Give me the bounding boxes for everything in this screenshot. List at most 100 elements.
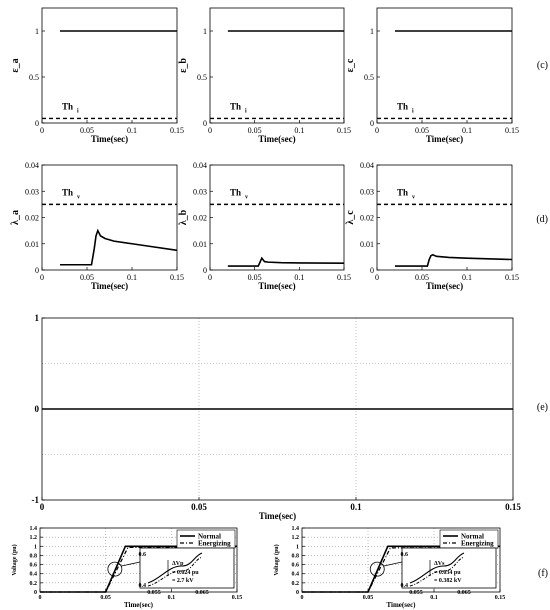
x-tick-label: 0.1 — [294, 126, 304, 135]
x-axis-label: Time(sec) — [426, 134, 463, 144]
threshold-label: Th — [62, 187, 73, 197]
y-tick-label: 0.8 — [292, 553, 300, 559]
plot-frame — [39, 527, 238, 593]
inset-x-label: 0.055 — [147, 590, 161, 596]
y-tick-label: 0 — [34, 590, 37, 596]
y-tick-label: 0.03 — [193, 187, 207, 196]
plot-frame — [376, 164, 513, 271]
y-tick-label: 0.02 — [193, 214, 207, 223]
x-tick-label: 0 — [375, 126, 379, 135]
y-tick-label: 0.4 — [292, 572, 300, 578]
chart-lc: 0 0.05 0.1 0.15 0 0.01 0.02 0.03 0.04 Time(sec) λ_… — [345, 161, 519, 291]
threshold-subscript: v — [77, 194, 80, 200]
inset-x-label: 0.065 — [195, 590, 209, 596]
inset-x-label: 0.055 — [409, 590, 423, 596]
panel-label: (f) — [538, 568, 548, 579]
inset-y-label: 0.4 — [139, 583, 147, 589]
threshold-label: Th — [62, 101, 73, 111]
legend-entry: Energizing — [461, 540, 494, 548]
panel-label: (d) — [536, 214, 548, 225]
x-tick-label: 0 — [375, 273, 379, 282]
y-tick-label: 0.6 — [30, 563, 38, 569]
inset-energizing-curve — [409, 556, 465, 587]
y-tick-label: 0.02 — [360, 214, 374, 223]
x-tick-label: 0 — [39, 595, 42, 601]
y-axis-label: Voltage (pu) — [11, 544, 18, 575]
x-tick-label: 0.05 — [100, 595, 111, 601]
legend-entry: Normal — [198, 533, 221, 541]
zoom-arrow — [120, 561, 141, 567]
series-line-main — [395, 253, 513, 267]
chart-la: 0 0.05 0.1 0.15 0 0.01 0.02 0.03 0.04 Time(sec) λ_… — [10, 161, 548, 291]
plot-frame — [376, 7, 513, 124]
x-tick-label: 0 — [208, 273, 212, 282]
inset-delta-label: ΔVp — [172, 561, 184, 567]
y-tick-label: 0 — [203, 119, 207, 128]
x-tick-label: 0 — [40, 502, 45, 512]
x-tick-label: 0.1 — [462, 273, 472, 282]
x-tick-label: 0.15 — [495, 595, 506, 601]
y-axis-label: ε_a — [10, 58, 21, 72]
x-tick-label: 0.1 — [350, 502, 362, 512]
x-tick-label: 0.15 — [505, 273, 519, 282]
inset-delta-pu: = 0.034 pu — [434, 570, 461, 576]
x-tick-label: 0 — [40, 126, 44, 135]
threshold-label: Th — [230, 187, 241, 197]
x-tick-label: 0.05 — [80, 126, 94, 135]
y-tick-label: 0.01 — [360, 240, 374, 249]
plot-frame — [41, 7, 178, 124]
x-tick-label: 0 — [301, 595, 304, 601]
x-axis-label: Time(sec) — [124, 601, 154, 609]
threshold-label: Th — [230, 101, 241, 111]
plot-frame — [41, 164, 178, 271]
plot-frame — [301, 527, 501, 593]
series-line-energizing — [302, 547, 500, 593]
y-tick-label: 1 — [35, 313, 40, 323]
y-axis-label: λ_c — [345, 210, 356, 225]
y-tick-label: 0.04 — [193, 161, 207, 170]
y-tick-label: 1 — [370, 27, 374, 36]
x-tick-label: 0.05 — [415, 126, 429, 135]
threshold-subscript: i — [412, 108, 414, 114]
x-tick-label: 0.05 — [248, 273, 262, 282]
inset-delta-kv: = 2.7 kV — [172, 578, 194, 584]
y-tick-label: 1.2 — [292, 535, 300, 541]
inset-frame — [401, 547, 497, 589]
y-tick-label: 0.2 — [30, 581, 38, 587]
y-axis-label: λ_a — [10, 210, 21, 225]
y-tick-label: 0 — [35, 266, 39, 275]
threshold-label: Th — [397, 187, 408, 197]
x-tick-label: 0.05 — [248, 126, 262, 135]
inset-y-label: 0.6 — [139, 552, 147, 558]
y-tick-label: 0.01 — [25, 240, 39, 249]
chart-lb: 0 0.05 0.1 0.15 0 0.01 0.02 0.03 0.04 Time(sec) λ_… — [178, 161, 351, 291]
chart-fs: 0 0.05 0.1 0.15 0 0.2 0.4 0.6 0.8 1 1.2 1.4 Time(sec… — [273, 526, 505, 609]
y-tick-label: 0.6 — [292, 563, 300, 569]
y-tick-label: 1 — [296, 544, 299, 550]
y-tick-label: 0 — [35, 404, 40, 414]
y-tick-label: 0 — [35, 119, 39, 128]
y-tick-label: 0 — [296, 590, 299, 596]
y-tick-label: 0.02 — [25, 214, 39, 223]
x-tick-label: 0 — [208, 126, 212, 135]
inset-normal-curve — [409, 552, 465, 584]
threshold-subscript: i — [245, 108, 247, 114]
y-axis-label: ε_b — [178, 58, 189, 73]
inset-normal-curve — [147, 552, 203, 584]
y-tick-label: 0.03 — [25, 187, 39, 196]
x-axis-label: Time(sec) — [386, 601, 416, 609]
y-tick-label: 0.01 — [193, 240, 207, 249]
zoom-circle — [107, 561, 123, 577]
y-tick-label: 1.4 — [292, 526, 300, 532]
threshold-label: Th — [397, 101, 408, 111]
y-tick-label: 0 — [370, 266, 374, 275]
x-tick-label: 0.15 — [505, 502, 521, 512]
x-axis-label: Time(sec) — [258, 281, 295, 291]
x-tick-label: 0.1 — [294, 273, 304, 282]
inset-energizing-curve — [147, 556, 203, 587]
series-line-main — [227, 256, 345, 267]
y-tick-label: 0.5 — [364, 73, 374, 82]
panel-label: (e) — [537, 402, 548, 413]
